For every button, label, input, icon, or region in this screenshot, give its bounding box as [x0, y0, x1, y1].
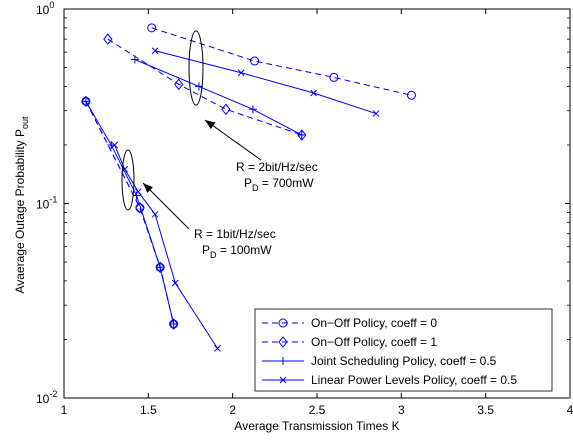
series-line [151, 27, 412, 96]
diamond-marker [81, 95, 91, 108]
arrow-head [143, 183, 153, 193]
y-axis-label: Avaerage Outage Probability Pout [13, 116, 30, 294]
plus-marker [81, 97, 90, 106]
annotation-power-value: = 100mW [217, 243, 273, 257]
y-tick-label: 100 [36, 0, 54, 17]
series-2bit-circle [147, 23, 416, 100]
legend-entry: Joint Scheduling Policy, coeff = 0.5 [262, 354, 497, 368]
y-tick-exponent: -1 [49, 195, 57, 205]
x-marker [151, 47, 159, 55]
arrow-head [205, 120, 216, 130]
circle-marker [278, 318, 288, 328]
legend: On−Off Policy, coeff = 0 On−Off Policy, c… [254, 308, 553, 392]
x-marker [214, 344, 221, 352]
annotation-power: PD = 700mW [244, 176, 314, 193]
series-line [134, 59, 303, 136]
series-line [154, 50, 377, 115]
circle-marker [329, 72, 339, 82]
x-marker [171, 279, 179, 287]
y-tick-label: 10-2 [36, 389, 57, 406]
y-tick-label: 10-1 [36, 195, 57, 212]
annotation-rate: R = 1bit/Hz/sec [194, 227, 276, 241]
legend-label: Joint Scheduling Policy, coeff = 0.5 [311, 354, 497, 368]
annotation-rate: R = 2bit/Hz/sec [236, 160, 318, 174]
series-1bit-plus [81, 97, 178, 329]
circle-marker [147, 23, 157, 33]
x-marker [134, 188, 142, 196]
plus-marker [279, 357, 287, 365]
annotation-power-symbol: P [244, 176, 252, 190]
legend-label: On−Off Policy, coeff = 1 [311, 335, 437, 349]
x-tick-label: 2.5 [309, 403, 326, 417]
legend-entry: On−Off Policy, coeff = 1 [262, 335, 437, 349]
series-2bit-plus [130, 55, 306, 140]
y-tick-exponent: -2 [49, 389, 57, 399]
y-tick-base: 10 [36, 3, 50, 17]
plus-marker [130, 55, 139, 64]
series-line [107, 38, 302, 136]
diamond-marker [135, 202, 145, 214]
annotation-power-value: = 700mW [259, 176, 315, 190]
annotation-power-sub: D [252, 183, 259, 193]
x-marker [151, 210, 159, 218]
legend-label: Linear Power Levels Policy, coeff = 0.5 [311, 373, 517, 387]
y-tick-exponent: 0 [49, 0, 54, 10]
annotation-power-sub: D [210, 250, 217, 260]
annotation-arrow [142, 182, 190, 230]
plus-marker [156, 263, 165, 272]
annotation-power-symbol: P [202, 243, 210, 257]
plus-marker [297, 131, 306, 140]
diamond-marker [174, 78, 184, 91]
x-marker [310, 89, 317, 97]
x-marker [111, 141, 118, 149]
diamond-marker [155, 261, 165, 274]
diamond-marker [168, 318, 179, 330]
x-tick-label: 3 [398, 403, 405, 417]
group-ellipse [121, 149, 135, 211]
circle-marker [406, 90, 416, 100]
legend-box [254, 308, 553, 392]
plus-marker [248, 105, 257, 114]
diamond-marker [221, 103, 231, 116]
diamond-marker [103, 33, 113, 45]
y-tick-base: 10 [36, 392, 50, 406]
y-axis-label-sub: out [20, 116, 30, 129]
legend-entry: Linear Power Levels Policy, coeff = 0.5 [262, 373, 517, 387]
diamond-marker [278, 336, 288, 348]
x-tick-label: 1 [61, 403, 68, 417]
plot-frame [63, 8, 571, 399]
y-tick-base: 10 [36, 198, 50, 212]
legend-label: On−Off Policy, coeff = 0 [311, 316, 437, 330]
group-ellipse [188, 30, 204, 106]
x-axis-label: Average Transmission Times K [234, 419, 399, 433]
plus-marker [169, 320, 178, 329]
x-marker [372, 110, 380, 117]
legend-entry: On−Off Policy, coeff = 0 [262, 316, 437, 330]
x-tick-label: 3.5 [477, 403, 494, 417]
annotation-power: PD = 100mW [202, 243, 272, 260]
x-tick-label: 1.5 [140, 403, 157, 417]
x-tick-label: 2 [229, 403, 236, 417]
x-tick-label: 4 [567, 403, 573, 417]
series-2bit-x [151, 47, 380, 117]
series-2bit-diamond [103, 33, 307, 141]
x-marker [279, 376, 287, 384]
annotation-arrow [204, 119, 262, 161]
series-layer [81, 23, 416, 352]
x-marker [237, 69, 245, 77]
circle-marker [250, 56, 260, 66]
